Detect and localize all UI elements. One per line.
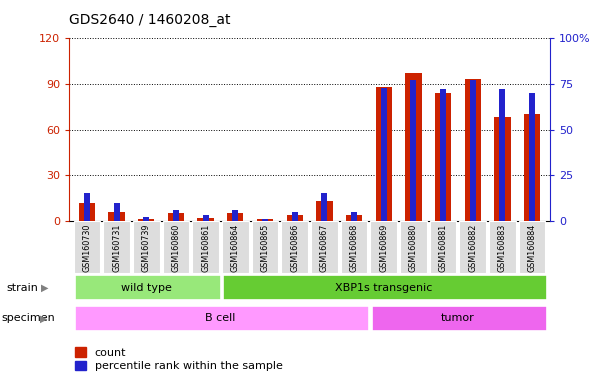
FancyBboxPatch shape (133, 221, 160, 273)
FancyBboxPatch shape (222, 221, 249, 273)
Text: GSM160866: GSM160866 (290, 223, 299, 271)
Text: XBP1s transgenic: XBP1s transgenic (335, 283, 432, 293)
Bar (108, 212, 125, 221)
Bar (316, 201, 332, 221)
FancyBboxPatch shape (75, 275, 221, 300)
Bar (346, 215, 362, 221)
Text: specimen: specimen (2, 313, 55, 323)
Bar (257, 219, 273, 221)
FancyBboxPatch shape (103, 221, 130, 273)
FancyBboxPatch shape (252, 221, 278, 273)
Bar (499, 89, 505, 221)
Bar (168, 213, 184, 221)
Bar (233, 210, 238, 221)
Text: GSM160731: GSM160731 (112, 223, 121, 272)
FancyBboxPatch shape (430, 221, 456, 273)
Text: strain: strain (6, 283, 38, 293)
Bar (410, 80, 416, 221)
Bar (524, 114, 540, 221)
Text: tumor: tumor (441, 313, 475, 323)
Bar (114, 203, 120, 221)
Text: GSM160881: GSM160881 (439, 223, 448, 271)
Bar (84, 194, 90, 221)
Bar (198, 218, 214, 221)
Bar (173, 210, 179, 221)
FancyBboxPatch shape (371, 306, 548, 331)
Text: GSM160730: GSM160730 (82, 223, 91, 272)
Text: GSM160864: GSM160864 (231, 223, 240, 271)
Bar (381, 88, 386, 221)
Text: ▶: ▶ (41, 283, 49, 293)
FancyBboxPatch shape (400, 221, 427, 273)
Bar (322, 194, 328, 221)
Bar (203, 215, 209, 221)
FancyBboxPatch shape (223, 275, 548, 300)
Bar (435, 93, 451, 221)
Bar (465, 79, 481, 221)
FancyBboxPatch shape (459, 221, 486, 273)
FancyBboxPatch shape (489, 221, 516, 273)
Text: GSM160867: GSM160867 (320, 223, 329, 272)
Text: GSM160860: GSM160860 (171, 223, 180, 271)
Legend: count, percentile rank within the sample: count, percentile rank within the sample (75, 347, 282, 371)
FancyBboxPatch shape (281, 221, 308, 273)
FancyBboxPatch shape (163, 221, 189, 273)
Bar (529, 93, 535, 221)
Bar (351, 212, 357, 221)
Text: GSM160880: GSM160880 (409, 223, 418, 271)
Text: GSM160882: GSM160882 (468, 223, 477, 272)
Text: GDS2640 / 1460208_at: GDS2640 / 1460208_at (69, 13, 231, 27)
Text: wild type: wild type (121, 283, 172, 293)
FancyBboxPatch shape (192, 221, 219, 273)
Bar (405, 73, 421, 221)
Text: ▶: ▶ (40, 313, 47, 323)
Text: GSM160861: GSM160861 (201, 223, 210, 271)
FancyBboxPatch shape (370, 221, 397, 273)
Text: B cell: B cell (206, 313, 236, 323)
FancyBboxPatch shape (311, 221, 338, 273)
Bar (138, 219, 154, 221)
FancyBboxPatch shape (73, 221, 100, 273)
FancyBboxPatch shape (341, 221, 367, 273)
Bar (227, 213, 243, 221)
Text: GSM160865: GSM160865 (260, 223, 269, 272)
Bar (79, 203, 95, 221)
Bar (470, 80, 476, 221)
Bar (291, 212, 297, 221)
Bar (494, 118, 511, 221)
Text: GSM160883: GSM160883 (498, 223, 507, 271)
FancyBboxPatch shape (519, 221, 546, 273)
Bar (143, 217, 149, 221)
Text: GSM160884: GSM160884 (528, 223, 537, 271)
Bar (262, 219, 268, 221)
Bar (440, 89, 446, 221)
FancyBboxPatch shape (75, 306, 369, 331)
Bar (376, 87, 392, 221)
Text: GSM160869: GSM160869 (379, 223, 388, 272)
Text: GSM160868: GSM160868 (350, 223, 359, 271)
Bar (287, 215, 303, 221)
Text: GSM160739: GSM160739 (142, 223, 151, 272)
